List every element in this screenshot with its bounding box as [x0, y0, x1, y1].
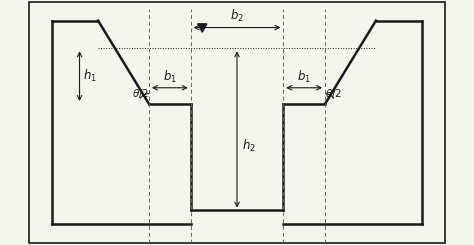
- Text: $h_1$: $h_1$: [83, 68, 97, 84]
- Text: $b_2$: $b_2$: [230, 8, 244, 24]
- Polygon shape: [198, 24, 207, 32]
- Text: $h_2$: $h_2$: [242, 138, 255, 154]
- Text: $b_1$: $b_1$: [297, 68, 311, 85]
- Text: $\theta/2$: $\theta/2$: [132, 87, 149, 100]
- Bar: [28, 2, 446, 243]
- Text: $\theta/2$: $\theta/2$: [325, 87, 342, 100]
- Text: $b_1$: $b_1$: [163, 68, 177, 85]
